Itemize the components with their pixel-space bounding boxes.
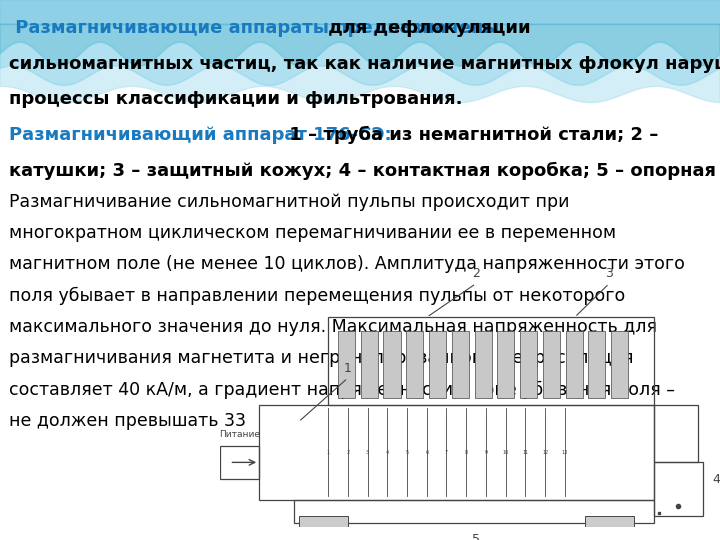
Bar — [299, 516, 348, 526]
Text: магнитном поле (не менее 10 циклов). Амплитуда напряженности этого: магнитном поле (не менее 10 циклов). Амп… — [9, 255, 685, 273]
Text: 3: 3 — [366, 450, 369, 455]
Text: 1 – труба из немагнитной стали; 2 –: 1 – труба из немагнитной стали; 2 – — [283, 126, 658, 144]
Text: 8: 8 — [464, 450, 468, 455]
Text: Размагничивающие аппараты предназначены: Размагничивающие аппараты предназначены — [9, 19, 499, 37]
Text: сильномагнитных частиц, так как наличие магнитных флокул нарушает: сильномагнитных частиц, так как наличие … — [9, 55, 720, 72]
Text: 2: 2 — [346, 450, 349, 455]
Bar — [654, 405, 698, 462]
Bar — [520, 330, 537, 399]
Text: составляет 40 кА/м, а градиент напряженности в зоне убывания поля –: составляет 40 кА/м, а градиент напряженн… — [9, 381, 675, 399]
Text: 9: 9 — [485, 450, 487, 455]
Bar — [498, 330, 514, 399]
Text: Размагничивание сильномагнитной пульпы происходит при: Размагничивание сильномагнитной пульпы п… — [9, 193, 569, 211]
Bar — [429, 330, 446, 399]
Bar — [328, 317, 654, 405]
Bar — [654, 462, 703, 516]
Bar — [406, 330, 423, 399]
Text: 5: 5 — [405, 450, 408, 455]
Bar — [220, 446, 259, 480]
Bar — [384, 330, 400, 399]
Bar — [585, 516, 634, 526]
Text: катушки; 3 – защитный кожух; 4 – контактная коробка; 5 – опорная рама.: катушки; 3 – защитный кожух; 4 – контакт… — [9, 161, 720, 180]
Text: 10: 10 — [503, 450, 509, 455]
Text: 5: 5 — [472, 534, 480, 540]
Bar — [361, 330, 378, 399]
Bar — [543, 330, 560, 399]
Text: 13: 13 — [562, 450, 568, 455]
Text: максимального значения до нуля. Максимальная напряженность для: максимального значения до нуля. Максимал… — [9, 318, 657, 336]
Text: 4: 4 — [386, 450, 389, 455]
Text: поля убывает в направлении перемещения пульпы от некоторого: поля убывает в направлении перемещения п… — [9, 287, 625, 305]
Text: процессы классификации и фильтрования.: процессы классификации и фильтрования. — [9, 90, 462, 108]
Bar — [451, 330, 469, 399]
Bar — [474, 330, 492, 399]
Text: 1: 1 — [344, 362, 352, 375]
Text: не должен превышать 33: не должен превышать 33 — [9, 412, 246, 430]
Text: 2: 2 — [472, 267, 480, 280]
Text: 1: 1 — [327, 450, 330, 455]
Text: 3: 3 — [606, 267, 613, 280]
Bar — [566, 330, 582, 399]
Text: Питание: Питание — [220, 430, 261, 438]
Bar — [294, 500, 654, 523]
Bar — [611, 330, 628, 399]
Text: многократном циклическом перемагничивании ее в переменном: многократном циклическом перемагничивани… — [9, 224, 616, 242]
Text: 4: 4 — [713, 472, 720, 486]
Bar — [338, 330, 355, 399]
Text: для дефлокуляции: для дефлокуляции — [322, 19, 531, 37]
Bar — [588, 330, 606, 399]
Text: 11: 11 — [522, 450, 528, 455]
Bar — [259, 405, 654, 500]
Text: размагничивания магнетита и негранулированного ферросилиция: размагничивания магнетита и негранулиров… — [9, 349, 633, 367]
Text: 7: 7 — [445, 450, 448, 455]
Text: Размагничивающий аппарат 176-СЭ:: Размагничивающий аппарат 176-СЭ: — [9, 126, 391, 144]
Text: 6: 6 — [426, 450, 428, 455]
Text: 12: 12 — [542, 450, 548, 455]
